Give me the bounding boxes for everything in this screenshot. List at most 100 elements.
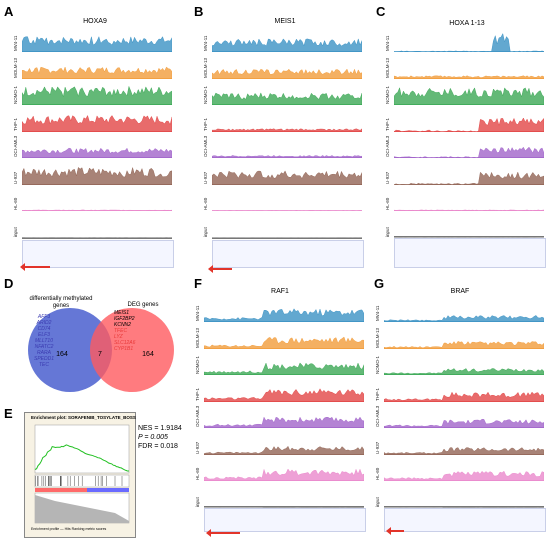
venn-right-gene-red: CYP1B1 (114, 346, 134, 352)
track-signal (384, 391, 544, 402)
panel-c-gene-title: HOXA 1-13 (449, 20, 485, 27)
track-signal (394, 171, 544, 185)
track-input: input (190, 216, 362, 238)
track-signal (204, 506, 364, 508)
track-signal (204, 416, 364, 428)
track-label: NOMO-1 (195, 356, 200, 374)
track-label: THP-1 (195, 387, 200, 401)
track-label: input (13, 226, 18, 237)
track-input: input (0, 216, 172, 238)
track-label: THP-1 (203, 117, 208, 131)
track-signal (394, 74, 544, 79)
venn-diagram (28, 308, 174, 392)
track-label: NOMO-1 (13, 86, 18, 104)
gsea-rank-bar-blue (87, 488, 129, 492)
venn-left-gene: SPEDD1 (33, 356, 54, 362)
gsea-enrichment-plot (34, 424, 130, 524)
track-label: input (375, 496, 380, 507)
track-signal (204, 336, 364, 349)
track-label: U-937 (195, 441, 200, 454)
venn-right-title: DEG genes (127, 302, 159, 308)
track-label: NOMO-1 (375, 356, 380, 374)
track-label: OCI-AML3 (203, 135, 208, 157)
venn-left-gene: TEC (39, 362, 49, 368)
panel-g-direction-arrow (386, 527, 404, 535)
track-signal (394, 209, 544, 211)
panel-b-direction-arrow (208, 265, 232, 273)
track-label: MOLM-13 (385, 57, 390, 78)
gsea-p-value: P = 0.005 (138, 434, 168, 441)
gsea-legend: Enrichment profile — Hits Ranking metric… (31, 527, 107, 531)
venn-right-gene: KCNN2 (114, 322, 131, 328)
panel-b-label: B (194, 4, 204, 19)
panel-g: G BRAF MV4-11 MOLM-13 NOMO-1 THP-1 OCI-AML3 U… (370, 272, 550, 539)
track-molm-13: MOLM-13 (370, 327, 544, 349)
track-signal (394, 236, 544, 238)
venn-left-count: 164 (56, 351, 68, 358)
venn-left-gene-list: AFF3 ARID2 CD74 ELF3 MLLT10 NFATC2 RARA SPEDD1 T… (30, 314, 58, 368)
track-label: HL-60 (375, 467, 380, 480)
panel-c-label: C (376, 4, 386, 19)
track-signal (384, 315, 544, 322)
track-label: MV4-11 (385, 35, 390, 51)
track-signal (204, 362, 364, 375)
track-signal (204, 387, 364, 402)
track-signal (384, 506, 544, 508)
track-u-937: U-937 (370, 433, 544, 455)
track-mv4-11: MV4-11 (190, 300, 364, 322)
track-signal (22, 36, 172, 52)
panel-e: E Enrichment plot: SORAFENIB_TOSYLATE_BO… (0, 404, 200, 539)
track-u-937: U-937 (0, 163, 172, 185)
panel-f-annotation (204, 508, 366, 532)
track-label: OCI-AML3 (385, 135, 390, 157)
track-hl-60: HL-60 (0, 189, 172, 211)
panel-c: C HOXA 1-13 MV4-11 MOLM-13 NOMO-1 THP-1 OCI-… (372, 0, 550, 270)
gsea-hit-marks (35, 476, 123, 486)
track-signal (212, 92, 362, 105)
panel-a-gene-title: HOXA9 (83, 18, 107, 25)
panel-a-direction-arrow (20, 263, 50, 271)
panel-f-ruler (204, 506, 364, 507)
track-signal (212, 68, 362, 79)
venn-left-title: differentially methylated genes (29, 296, 93, 309)
gsea-enrichment-curve (34, 444, 129, 472)
track-label: U-937 (203, 171, 208, 184)
track-label: MOLM-13 (13, 57, 18, 78)
panel-b-ruler (212, 238, 362, 239)
track-label: NOMO-1 (203, 86, 208, 104)
track-molm-13: MOLM-13 (0, 57, 172, 79)
track-hl-60: HL-60 (190, 459, 364, 481)
track-input: input (372, 216, 544, 238)
track-signal (212, 210, 362, 211)
track-signal (212, 38, 362, 52)
gsea-plot-box: Enrichment plot: SORAFENIB_TOSYLATE_BOSS… (24, 412, 136, 538)
track-u-937: U-937 (190, 433, 364, 455)
track-label: input (195, 496, 200, 507)
venn-overlap-count: 7 (98, 351, 102, 358)
track-signal (384, 470, 544, 481)
gsea-rank-bar-red (35, 488, 87, 492)
track-label: HL-60 (13, 197, 18, 210)
track-label: THP-1 (13, 117, 18, 131)
track-nomo-1: NOMO-1 (370, 353, 544, 375)
track-signal (212, 127, 362, 132)
track-signal (394, 87, 544, 105)
venn-left-gene: CD74 (37, 326, 51, 332)
venn-right-gene: MEIS1 (114, 310, 130, 316)
track-oci-aml3: OCI-AML3 (370, 406, 544, 428)
venn-right-gene-red: SLC12A6 (114, 340, 136, 346)
track-signal (22, 85, 172, 105)
track-signal (22, 209, 172, 211)
panel-d-label: D (4, 276, 14, 291)
venn-left-gene: RARA (37, 350, 51, 356)
panel-c-ruler (394, 236, 544, 237)
panel-g-annotation (384, 508, 546, 532)
gsea-nes: NES = 1.9184 (138, 425, 182, 432)
track-u-937: U-937 (372, 163, 544, 185)
track-label: MOLM-13 (195, 327, 200, 348)
track-label: MOLM-13 (203, 57, 208, 78)
track-oci-aml3: OCI-AML3 (372, 136, 544, 158)
venn-left-circle (28, 308, 112, 392)
track-thp-1: THP-1 (190, 380, 364, 402)
track-signal (394, 33, 544, 52)
